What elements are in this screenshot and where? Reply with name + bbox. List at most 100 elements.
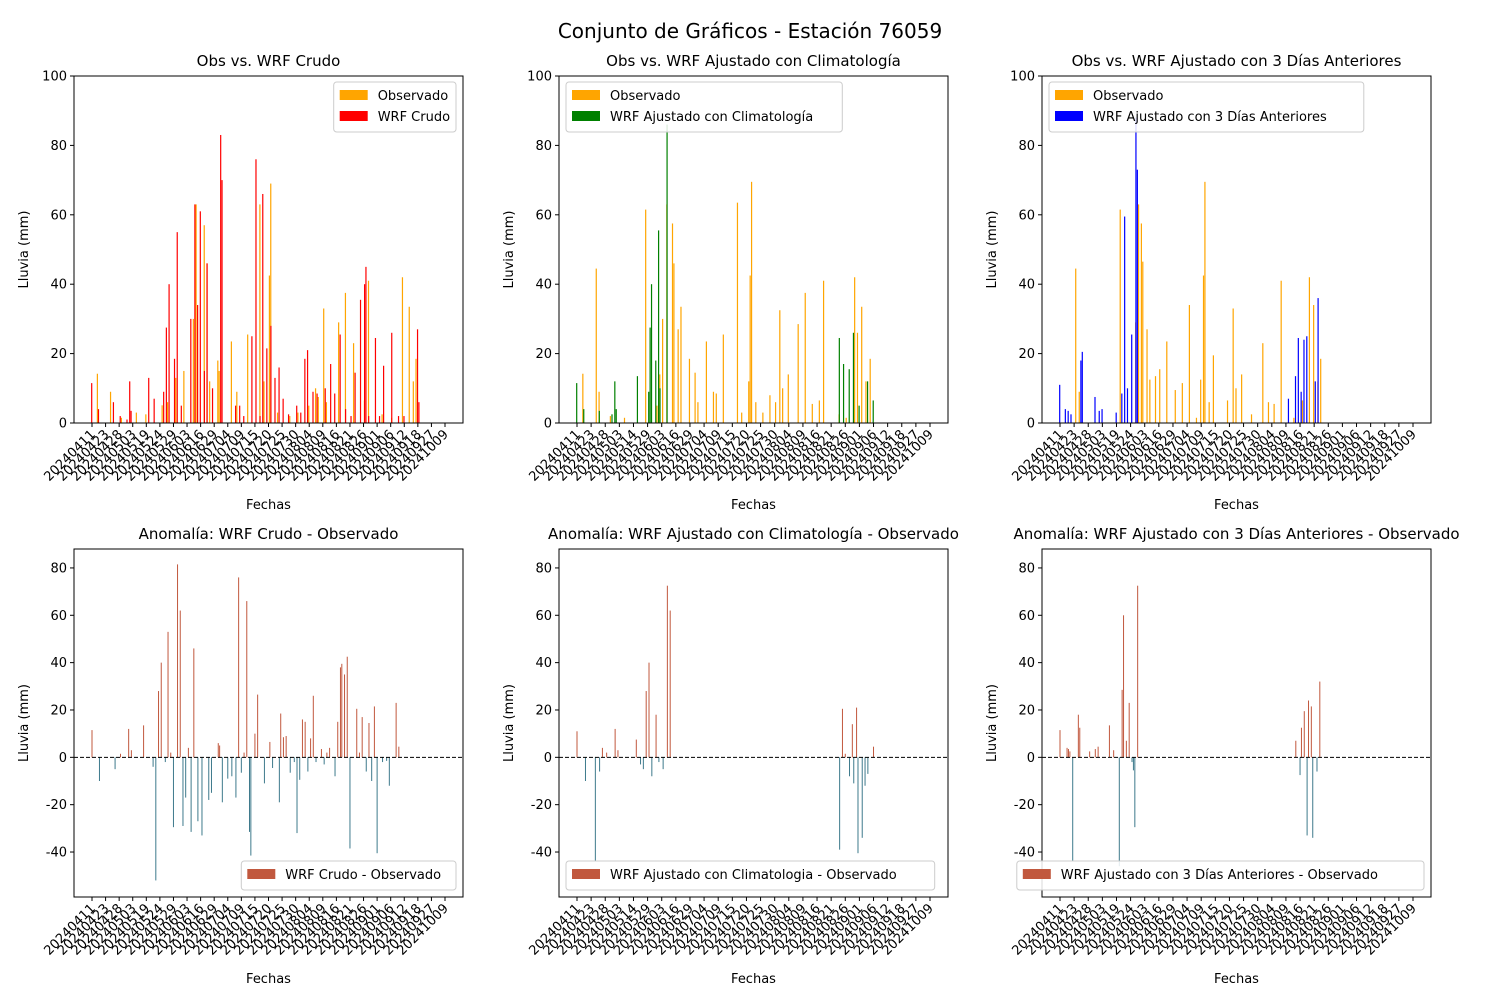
observed-bar [1232, 308, 1234, 423]
observed-bar [135, 412, 137, 423]
wrf-bar [1131, 334, 1133, 423]
observed-bar [352, 343, 355, 423]
anomaly-bar [301, 719, 303, 758]
observed-bar [247, 334, 249, 423]
anomaly-bar [193, 648, 195, 758]
wrf-bar [344, 409, 347, 423]
legend-swatch [572, 869, 600, 879]
y-tick-label: 40 [1018, 278, 1035, 293]
anomaly-bar [312, 695, 314, 758]
anomaly-bar [1108, 725, 1110, 758]
anomaly-bar [299, 757, 301, 780]
anomaly-bar [1089, 751, 1091, 758]
observed-bar [166, 402, 169, 423]
wrf-bar [1303, 339, 1305, 423]
wrf-bar [583, 409, 585, 423]
observed-bar [769, 395, 771, 423]
y-tick-label: 0 [1027, 417, 1035, 432]
y-tick-label: 60 [535, 609, 552, 624]
anomaly-bar [651, 757, 653, 777]
observed-bar [811, 403, 813, 423]
anomaly-bar [867, 757, 869, 774]
observed-bar [861, 306, 863, 423]
anomaly-bar [617, 750, 619, 758]
observed-bar [96, 373, 98, 423]
observed-bar [673, 263, 675, 423]
y-tick-label: -40 [1014, 846, 1035, 861]
wrf-bar [354, 372, 356, 423]
anomaly-bar [662, 757, 664, 770]
anomaly-bar [1072, 757, 1074, 862]
anomaly-bar [1069, 751, 1071, 758]
wrf-bar [197, 305, 199, 423]
anomaly-bar [358, 752, 360, 758]
legend-label: WRF Ajustado con 3 Días Anteriores - Obs… [1061, 868, 1378, 883]
y-axis-label: Lluvia (mm) [502, 211, 517, 289]
observed-bar [656, 405, 658, 423]
y-axis-label: Lluvia (mm) [17, 684, 32, 762]
panel-title: Anomalía: WRF Ajustado con 3 Días Anteri… [1013, 525, 1459, 543]
legend-swatch [247, 869, 276, 879]
y-tick-label: 40 [535, 656, 552, 671]
wrf-bar [91, 383, 93, 423]
observed-bar [1078, 391, 1080, 423]
anomaly-bar [289, 757, 291, 773]
anomaly-bar [599, 757, 601, 772]
wrf-bar [359, 299, 362, 423]
y-tick-label: 0 [59, 417, 67, 432]
axes-frame [558, 75, 949, 424]
anomaly-bar [1059, 730, 1061, 758]
anomaly-bar [841, 708, 843, 758]
legend-swatch [572, 111, 600, 121]
observed-bar [1174, 390, 1176, 423]
anomaly-bar [853, 757, 855, 784]
observed-bar [308, 405, 310, 423]
wrf-bar [1317, 298, 1319, 423]
anomaly-bar [584, 757, 586, 781]
y-tick-label: 20 [535, 347, 552, 362]
wrf-bar [266, 348, 268, 423]
wrf-bar [1067, 410, 1069, 423]
wrf-bar [611, 414, 613, 423]
anomaly-bar [254, 733, 256, 758]
x-axis-label: Fechas [1214, 972, 1259, 987]
wrf-bar [334, 393, 336, 423]
observed-bar [192, 318, 194, 423]
observed-bar [323, 308, 325, 423]
observed-bar [1166, 341, 1168, 423]
observed-bar [762, 412, 764, 423]
wrf-bar [659, 388, 661, 423]
anomaly-bar [576, 731, 578, 758]
y-tick-label: 0 [59, 751, 67, 766]
x-axis-label: Fechas [246, 972, 291, 987]
anomaly-bar [1316, 757, 1318, 772]
anomaly-bar [356, 708, 358, 758]
legend-box [565, 81, 843, 133]
anomaly-bar [326, 752, 328, 758]
observed-bar [145, 414, 147, 423]
anomaly-bar [1300, 727, 1302, 758]
wrf-bar [259, 416, 261, 423]
observed-bar [671, 223, 674, 423]
anomaly-bar [323, 757, 325, 765]
wrf-bar [300, 412, 302, 423]
y-tick-label: -20 [1014, 798, 1035, 813]
wrf-bar [866, 381, 869, 423]
anomaly-bar [864, 757, 866, 786]
wrf-bar [872, 400, 874, 423]
wrf-bar [306, 350, 309, 423]
y-tick-label: 20 [535, 703, 552, 718]
anomaly-bar [1312, 757, 1314, 838]
anomaly-bar [669, 610, 671, 758]
x-axis-label: Fechas [731, 498, 776, 513]
anomaly-bar [373, 706, 375, 758]
wrf-bar [858, 405, 860, 423]
anomaly-bar [601, 747, 603, 758]
wrf-bar [1300, 391, 1302, 423]
wrf-bar [1297, 337, 1299, 423]
wrf-bar [339, 334, 341, 423]
anomaly-bar [376, 757, 378, 854]
y-axis-label: Lluvia (mm) [17, 211, 32, 289]
legend: WRF Ajustado con Climatologia - Observad… [565, 860, 936, 891]
observed-bar [109, 391, 112, 423]
